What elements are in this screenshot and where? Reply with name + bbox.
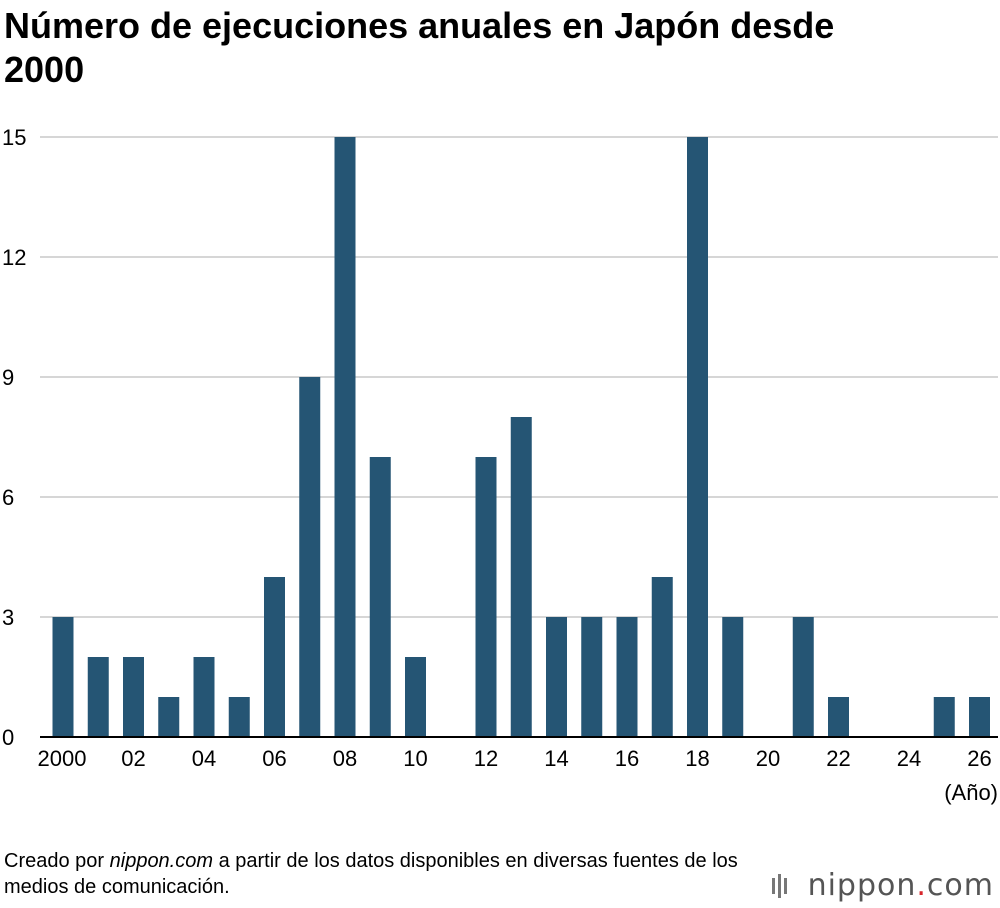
brand-dot: . [916, 867, 927, 903]
bars [52, 137, 990, 737]
bar [792, 617, 814, 737]
x-tick-label: 08 [333, 746, 357, 771]
x-tick-label: 04 [192, 746, 216, 771]
nippon-logo-icon [771, 874, 787, 898]
x-tick-label: 22 [826, 746, 850, 771]
y-tick-label: 9 [2, 365, 14, 390]
bar [722, 617, 744, 737]
chart-title: Número de ejecuciones anuales en Japón d… [4, 5, 835, 90]
bar [158, 697, 180, 737]
y-tick-label: 15 [2, 125, 26, 150]
brand-name-part2: com [926, 867, 994, 903]
bar [616, 617, 638, 737]
bar [651, 577, 673, 737]
brand-logo: nippon.com [770, 868, 994, 903]
bar [969, 697, 990, 737]
brand-name: nippon.com [808, 868, 994, 903]
x-tick-label: 20 [756, 746, 780, 771]
y-tick-label: 0 [2, 725, 14, 750]
bar [52, 617, 74, 737]
x-tick-label: 06 [262, 746, 286, 771]
axes: 0 3 6 9 12 15 2000 02 04 06 08 10 12 14 16 18 20 22 24 26 (A… [2, 125, 998, 805]
source-note: Creado por nippon.com a partir de los da… [4, 848, 784, 900]
bar [87, 657, 109, 737]
x-tick-label: 16 [615, 746, 639, 771]
y-tick-label: 6 [2, 485, 14, 510]
x-tick-label: 02 [121, 746, 145, 771]
bar [933, 697, 955, 737]
bar [687, 137, 708, 737]
source-suffix: a partir de los datos disponibles en div… [4, 850, 738, 898]
x-tick-label: 10 [403, 746, 427, 771]
bar [228, 697, 250, 737]
bar [123, 657, 144, 737]
bar [581, 617, 603, 737]
x-tick-label: 2000 [38, 746, 87, 771]
x-tick-label: 18 [685, 746, 709, 771]
bar [334, 137, 356, 737]
bar [510, 417, 532, 737]
bar [299, 377, 321, 737]
bar [193, 657, 215, 737]
bar [369, 457, 391, 737]
x-axis-label: (Año) [944, 780, 998, 805]
source-site: nippon.com [109, 850, 214, 872]
brand-name-part1: nippon [807, 867, 917, 903]
x-tick-label: 14 [544, 746, 568, 771]
source-prefix: Creado por [4, 850, 110, 872]
bar [405, 657, 426, 737]
x-tick-label: 24 [897, 746, 921, 771]
x-tick-label: 12 [474, 746, 498, 771]
bar [475, 457, 497, 737]
y-tick-label: 3 [2, 605, 14, 630]
x-tick-label: 26 [967, 746, 991, 771]
y-tick-label: 12 [2, 245, 26, 270]
bar [828, 697, 849, 737]
bar [264, 577, 285, 737]
bar [546, 617, 567, 737]
